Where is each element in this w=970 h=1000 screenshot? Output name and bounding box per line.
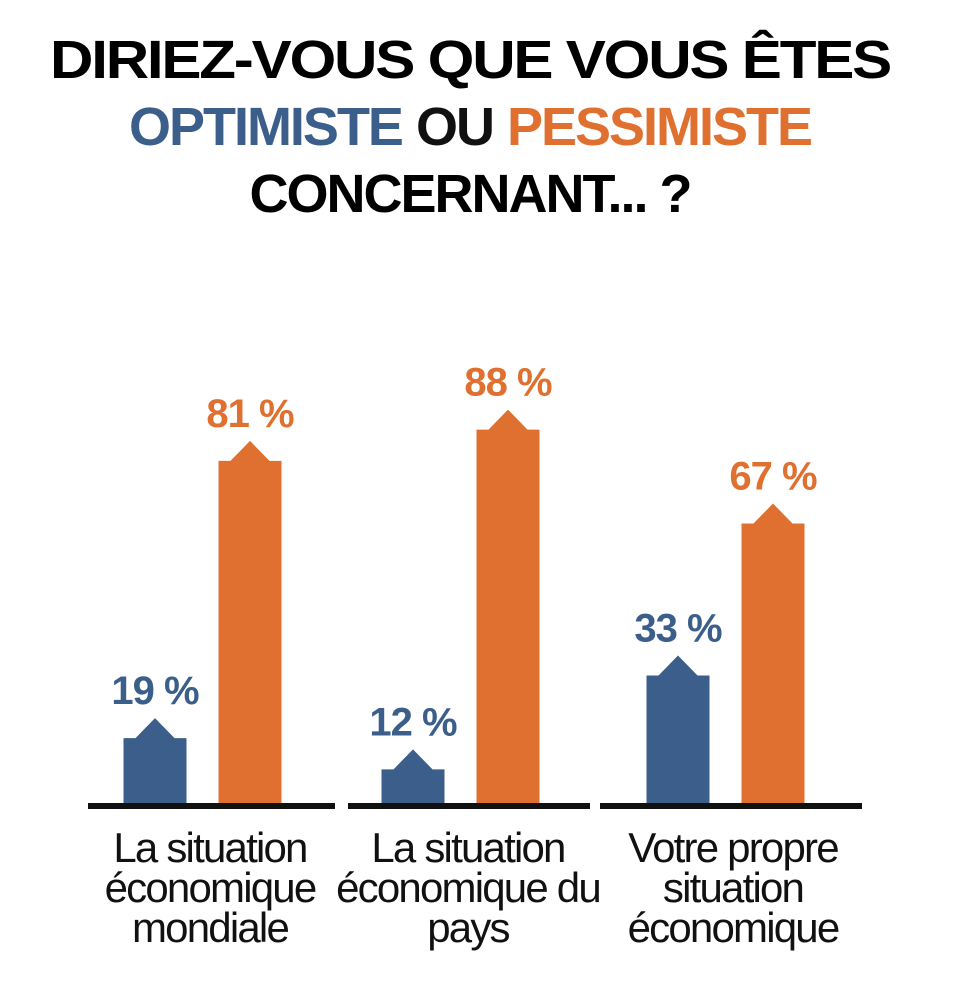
- bar: [741, 503, 805, 803]
- title-word: OU: [416, 97, 493, 157]
- title-line: OPTIMISTE OU PESSIMISTE: [129, 97, 811, 157]
- category-label: La situation économique du pays: [336, 824, 602, 951]
- bar: [123, 718, 187, 803]
- category-label: Votre propre situation économique: [627, 824, 841, 951]
- bar: [381, 749, 445, 803]
- legend-pessimiste: PESSIMISTE: [507, 97, 811, 157]
- value-label: 67 %: [729, 455, 817, 499]
- value-label: 88 %: [464, 361, 552, 405]
- legend-optimiste: OPTIMISTE: [129, 97, 402, 157]
- bar: [476, 409, 540, 803]
- value-label: 33 %: [634, 606, 722, 650]
- title-line: DIRIEZ-VOUS QUE VOUS ÊTES: [50, 29, 890, 90]
- bar: [218, 440, 282, 803]
- title-line: CONCERNANT... ?: [250, 164, 691, 224]
- value-label: 81 %: [206, 392, 294, 436]
- value-label: 12 %: [369, 700, 457, 744]
- bar: [646, 655, 710, 803]
- category-label: La situation économique mondiale: [104, 824, 318, 951]
- value-label: 19 %: [111, 669, 199, 713]
